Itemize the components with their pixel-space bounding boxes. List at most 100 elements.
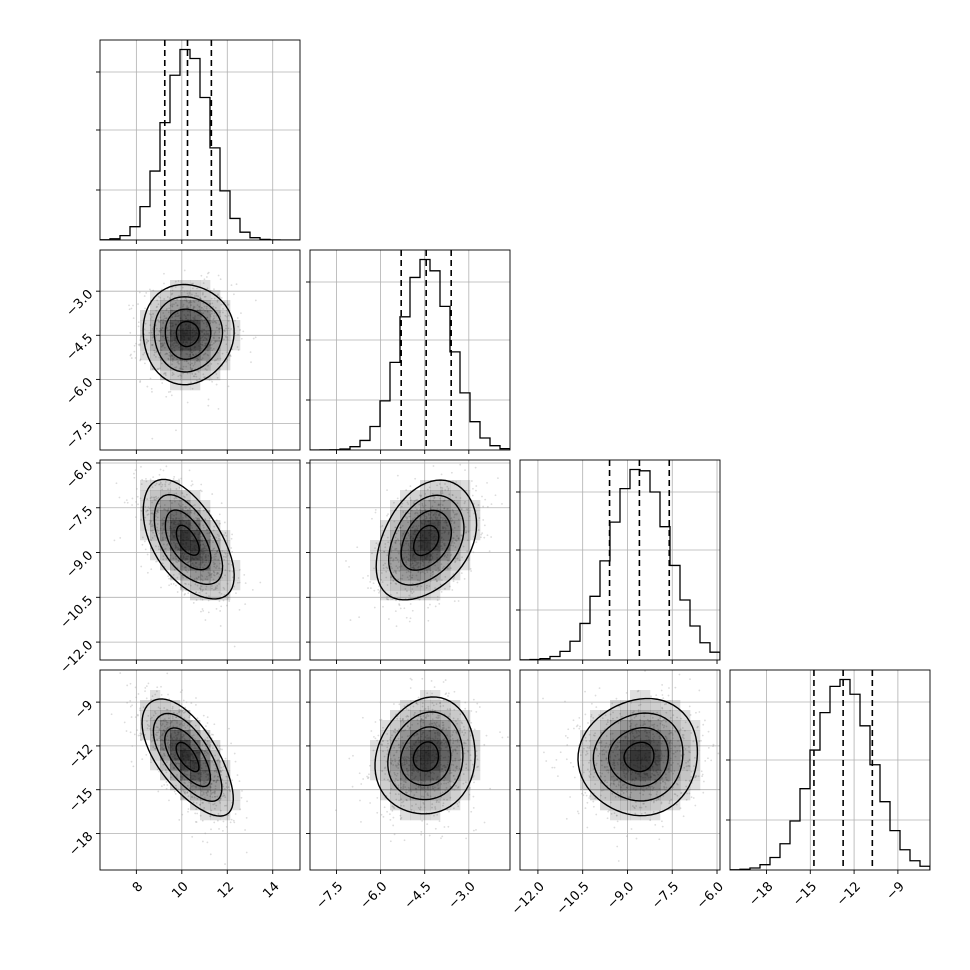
sample-point <box>435 703 438 705</box>
sample-point <box>432 724 435 727</box>
sample-point <box>164 371 167 374</box>
sample-point <box>185 583 187 585</box>
sample-point <box>175 497 178 499</box>
sample-point <box>176 361 179 364</box>
sample-point <box>396 592 398 594</box>
sample-point <box>204 368 207 370</box>
sample-point <box>173 497 176 500</box>
sample-point <box>215 322 218 324</box>
sample-point <box>435 724 437 727</box>
sample-point <box>239 808 242 811</box>
sample-point <box>425 717 427 719</box>
sample-point <box>180 586 183 589</box>
density-bin <box>220 550 231 561</box>
sample-point <box>164 374 167 377</box>
sample-point <box>468 793 471 796</box>
sample-point <box>204 518 207 520</box>
sample-point <box>207 752 209 755</box>
sample-point <box>454 770 457 773</box>
sample-point <box>457 786 459 789</box>
sample-point <box>231 779 233 782</box>
sample-point <box>237 581 239 584</box>
sample-point <box>191 835 194 838</box>
sample-point <box>220 502 223 505</box>
sample-point <box>386 584 389 586</box>
density-bin <box>220 360 231 371</box>
sample-point <box>472 806 475 809</box>
sample-point <box>201 293 204 296</box>
sample-point <box>444 693 447 696</box>
density-bin <box>200 280 211 291</box>
sample-point <box>416 512 419 515</box>
sample-point <box>153 496 156 499</box>
sample-point <box>123 721 126 724</box>
sample-point <box>374 547 376 550</box>
sample-point <box>414 499 417 502</box>
sample-point <box>178 478 180 481</box>
sample-point <box>243 573 246 576</box>
sample-point <box>141 758 144 761</box>
sample-point <box>167 746 170 749</box>
sample-point <box>214 588 217 591</box>
sample-point <box>194 785 196 788</box>
sample-point <box>216 795 219 798</box>
sample-point <box>166 543 168 546</box>
sample-point <box>449 735 452 738</box>
sample-point <box>443 826 446 828</box>
sample-point <box>410 576 413 579</box>
sample-point <box>185 365 188 368</box>
sample-point <box>399 818 402 820</box>
sample-point <box>151 368 154 370</box>
sample-point <box>181 724 184 727</box>
sample-point <box>181 286 184 289</box>
sample-point <box>221 829 224 832</box>
density-bin <box>410 500 421 511</box>
sample-point <box>205 751 208 754</box>
sample-point <box>348 757 351 760</box>
sample-point <box>129 331 132 334</box>
sample-point <box>455 765 458 768</box>
density-bin <box>370 540 381 551</box>
sample-point <box>393 771 396 774</box>
sample-point <box>227 320 230 322</box>
density-bin <box>140 480 151 491</box>
sample-point <box>410 678 413 681</box>
density-bin <box>210 560 221 571</box>
sample-point <box>224 314 227 317</box>
sample-point <box>172 582 175 585</box>
sample-point <box>229 354 232 357</box>
sample-point <box>158 483 161 486</box>
sample-point <box>162 740 165 742</box>
sample-point <box>157 530 160 532</box>
sample-point <box>434 564 437 567</box>
density-bin <box>170 290 181 301</box>
sample-point <box>455 513 458 516</box>
sample-point <box>439 583 442 586</box>
sample-point <box>210 828 212 831</box>
sample-point <box>177 560 180 562</box>
density-bin <box>400 520 411 531</box>
sample-point <box>216 340 218 343</box>
sample-point <box>146 571 149 574</box>
sample-point <box>244 582 247 585</box>
sample-point <box>159 707 161 710</box>
sample-point <box>202 312 205 315</box>
sample-point <box>225 775 228 778</box>
sample-point <box>395 547 398 550</box>
density-bin <box>200 750 211 761</box>
sample-point <box>389 736 392 739</box>
sample-point <box>395 765 398 768</box>
density-bin <box>440 500 451 511</box>
sample-point <box>146 509 149 512</box>
sample-point <box>223 521 226 524</box>
sample-point <box>411 576 414 579</box>
sample-point <box>184 569 187 572</box>
sample-point <box>431 712 434 715</box>
sample-point <box>196 304 199 307</box>
sample-point <box>397 561 400 563</box>
sample-point <box>162 343 165 346</box>
density-bin <box>160 500 171 511</box>
sample-point <box>227 814 229 817</box>
sample-point <box>398 570 401 572</box>
sample-point <box>226 336 229 339</box>
